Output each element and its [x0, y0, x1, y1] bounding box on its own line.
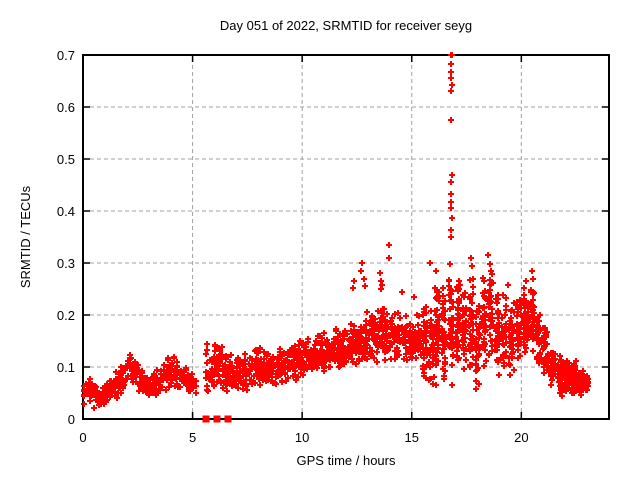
y-tick-label: 0.2: [57, 308, 75, 323]
y-tick-label: 0.7: [57, 48, 75, 63]
x-tick-label: 15: [405, 430, 419, 445]
y-axis-label: SRMTID / TECUs: [18, 185, 33, 288]
plot-frame: [82, 54, 610, 420]
zero-value-marker: [202, 415, 210, 423]
srmtid-scatter-markers: [81, 52, 591, 411]
y-tick-label: 0: [68, 412, 75, 427]
y-tick-label: 0.4: [57, 204, 75, 219]
x-tick-label: 5: [189, 430, 196, 445]
zero-value-marker: [224, 415, 232, 423]
x-axis-tick-labels: 0 5 10 15 20: [79, 430, 528, 445]
zero-value-marker: [213, 415, 221, 423]
grid-lines: [83, 55, 609, 419]
chart-title: Day 051 of 2022, SRMTID for receiver sey…: [220, 18, 472, 33]
x-axis-label: GPS time / hours: [297, 453, 396, 468]
plot-border: [82, 54, 610, 420]
x-tick-label: 0: [79, 430, 86, 445]
y-tick-label: 0.5: [57, 152, 75, 167]
y-tick-label: 0.1: [57, 360, 75, 375]
y-axis-tick-labels: 0 0.1 0.2 0.3 0.4 0.5 0.6 0.7: [57, 48, 75, 427]
data-points: [81, 52, 591, 423]
axis-ticks: [82, 54, 609, 420]
y-tick-label: 0.3: [57, 256, 75, 271]
x-tick-label: 10: [295, 430, 309, 445]
x-tick-label: 20: [514, 430, 528, 445]
y-tick-label: 0.6: [57, 100, 75, 115]
